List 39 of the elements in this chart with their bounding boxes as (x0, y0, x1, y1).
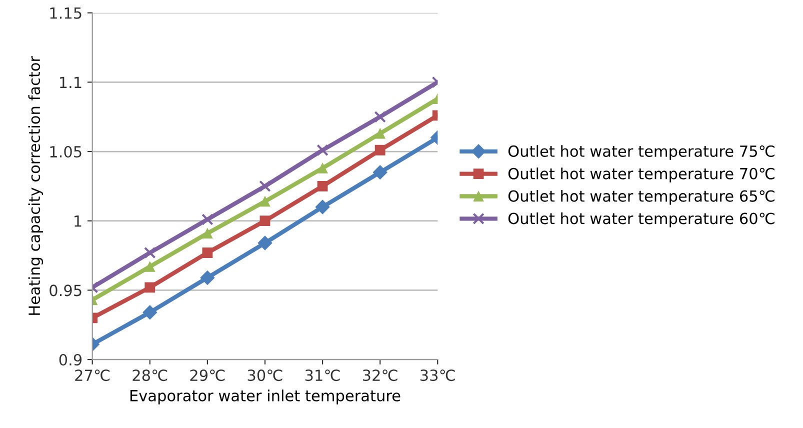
point (202, 214, 214, 226)
point (202, 248, 213, 258)
point (202, 228, 213, 239)
y-tick-label: 1.15 (50, 8, 82, 19)
point (258, 236, 272, 250)
x-tick-label: 30℃ (248, 370, 282, 382)
x-tick-label: 33℃ (420, 370, 455, 382)
point (315, 200, 330, 214)
point (144, 282, 156, 293)
y-tick-label: 0.95 (50, 284, 82, 296)
point (374, 128, 386, 139)
point (142, 305, 158, 320)
legend-label: Outlet hot water temperature 65℃ (508, 190, 774, 205)
point (316, 144, 328, 156)
x-tick-label: 31℃ (305, 370, 340, 382)
legend-label: Outlet hot water temperature 75℃ (508, 145, 774, 160)
point (374, 144, 386, 156)
x-axis-title: Evaporator water inlet temperature (130, 390, 400, 404)
point (200, 270, 215, 285)
y-axis-title: Heating capacity correction factor (28, 56, 44, 315)
point (260, 196, 270, 207)
y-tick-label: 1 (74, 216, 82, 227)
x-tick-label: 29℃ (190, 370, 225, 382)
point (259, 180, 271, 192)
point (372, 165, 388, 180)
point (144, 246, 156, 259)
point (260, 216, 270, 226)
x-tick-label: 28℃ (132, 370, 168, 382)
y-tick-label: 0.9 (59, 354, 82, 366)
point (317, 162, 328, 174)
point (374, 110, 386, 123)
y-tick-label: 1.05 (50, 146, 82, 158)
legend-label: Outlet hot water temperature 60℃ (508, 212, 774, 228)
x-tick-label: 32℃ (362, 370, 398, 382)
y-tick-label: 1.1 (60, 76, 82, 88)
point (317, 180, 328, 192)
x-tick-label: 27℃ (75, 370, 110, 382)
legend-label: Outlet hot water temperature 70℃ (508, 168, 774, 182)
point (144, 261, 156, 272)
